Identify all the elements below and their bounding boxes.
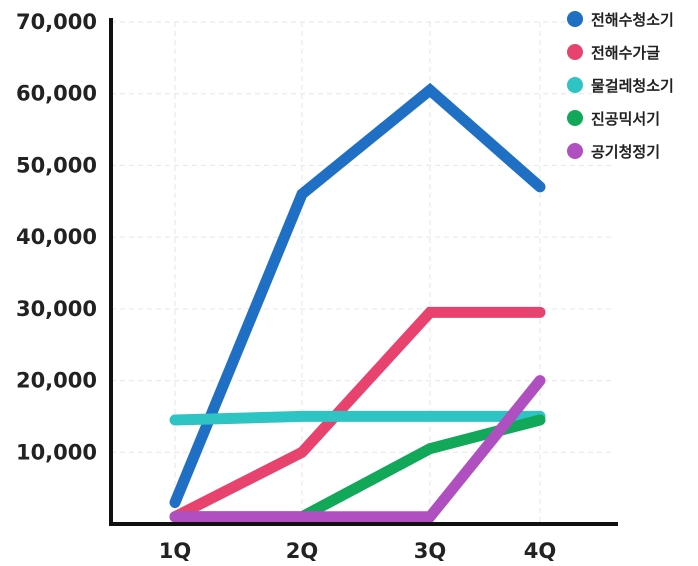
y-tick-label: 10,000 <box>16 440 97 464</box>
legend-marker <box>567 110 583 126</box>
legend-label: 전해수청소기 <box>591 11 674 29</box>
x-tick-labels: 1Q 2Q 3Q 4Q <box>159 539 556 563</box>
series-line-2 <box>169 410 546 426</box>
x-tick-label: 4Q <box>524 539 556 563</box>
y-tick-label: 60,000 <box>16 82 97 106</box>
y-tick-labels: 10,000 20,000 30,000 40,000 50,000 60,000 70,0… <box>16 10 97 464</box>
series-lines <box>169 82 546 523</box>
y-tick-label: 20,000 <box>16 369 97 393</box>
y-tick-label: 70,000 <box>16 10 97 34</box>
legend-marker <box>567 11 583 27</box>
series-line-4 <box>169 375 546 523</box>
legend-label: 진공믹서기 <box>591 110 660 128</box>
y-tick-label: 30,000 <box>16 297 97 321</box>
x-tick-label: 1Q <box>159 539 191 563</box>
series-line-0 <box>169 82 546 508</box>
legend-label: 전해수가글 <box>591 44 660 62</box>
series-line-1 <box>169 306 546 523</box>
y-tick-label: 40,000 <box>16 225 97 249</box>
x-tick-label: 3Q <box>414 539 446 563</box>
axes <box>109 18 618 526</box>
legend-marker <box>567 77 583 93</box>
gridlines <box>111 21 615 524</box>
legend-label: 물걸레청소기 <box>591 77 674 95</box>
x-tick-label: 2Q <box>286 539 318 563</box>
legend-marker <box>567 44 583 60</box>
legend-marker <box>567 143 583 159</box>
series-line-3 <box>169 414 546 523</box>
legend-label: 공기청정기 <box>591 143 660 161</box>
y-tick-label: 50,000 <box>16 153 97 177</box>
